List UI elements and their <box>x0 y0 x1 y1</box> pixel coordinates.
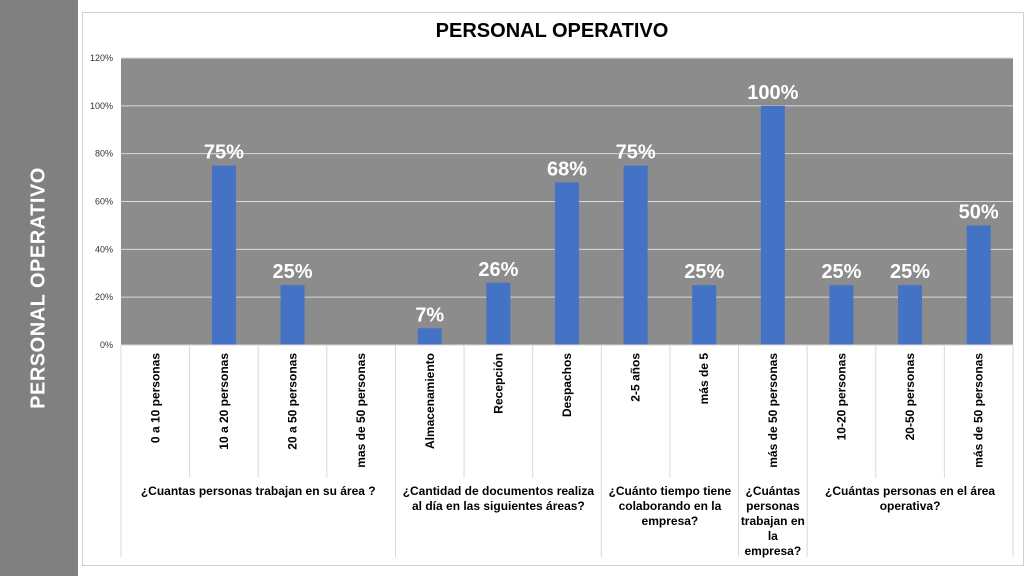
category-label: Despachos <box>560 353 574 417</box>
y-tick-label: 100% <box>90 101 113 111</box>
bar <box>692 285 717 345</box>
data-label: 25% <box>684 261 724 283</box>
group-label: ¿Cuantas personas trabajan en su área ? <box>140 484 376 498</box>
bar <box>417 328 442 345</box>
data-label: 25% <box>273 261 313 283</box>
data-label: 75% <box>204 142 244 164</box>
y-tick-label: 40% <box>95 244 113 254</box>
group-label: ¿Cuántas personas en el área operativa? <box>825 484 996 513</box>
category-label: más de 5 <box>697 353 711 405</box>
category-label: 10 a 20 personas <box>217 353 231 450</box>
category-label: 20 a 50 personas <box>286 353 300 450</box>
data-label: 25% <box>890 261 930 283</box>
bar <box>966 225 991 345</box>
side-band: PERSONAL OPERATIVO <box>0 0 78 576</box>
category-label: 0 a 10 personas <box>148 353 162 443</box>
group-label: ¿Cuánto tiempo tiene colaborando en la e… <box>608 484 732 528</box>
data-label: 68% <box>547 158 587 180</box>
data-label: 26% <box>478 259 518 281</box>
bar <box>211 165 236 345</box>
bar <box>280 285 305 345</box>
category-label: más de 50 personas <box>972 353 986 468</box>
y-tick-label: 60% <box>95 197 113 207</box>
bar <box>555 182 579 345</box>
data-label: 50% <box>959 201 999 223</box>
bar <box>898 285 923 345</box>
data-label: 25% <box>821 261 861 283</box>
y-tick-label: 0% <box>100 340 113 350</box>
category-label: mas de 50 personas <box>354 353 368 468</box>
y-tick-label: 20% <box>95 292 113 302</box>
chart-title: PERSONAL OPERATIVO <box>435 20 669 42</box>
category-label: 2-5 años <box>629 353 643 402</box>
y-tick-label: 80% <box>95 149 113 159</box>
group-label: ¿Cuántas personas trabajan en la empresa… <box>740 484 805 558</box>
category-label: Recepción <box>491 353 505 414</box>
bar <box>623 165 648 345</box>
data-label: 75% <box>616 142 656 164</box>
category-label: más de 50 personas <box>766 353 780 468</box>
data-label: 7% <box>415 304 444 326</box>
group-label: ¿Cantidad de documentos realiza al día e… <box>402 484 595 513</box>
category-label: 10-20 personas <box>834 353 848 441</box>
data-label: 100% <box>747 82 798 104</box>
bar <box>486 282 511 345</box>
category-label: Almacenamiento <box>423 353 437 449</box>
category-label: 20-50 personas <box>903 353 917 441</box>
bar <box>829 285 854 345</box>
y-tick-label: 120% <box>90 53 113 63</box>
bar <box>760 105 785 345</box>
